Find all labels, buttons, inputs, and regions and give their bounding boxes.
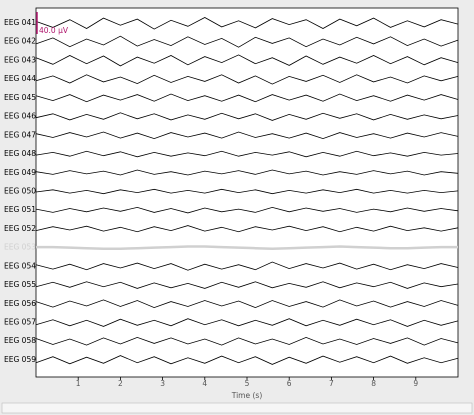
trace bbox=[35, 299, 459, 309]
trace bbox=[35, 169, 459, 176]
trace bbox=[35, 261, 459, 271]
trace bbox=[35, 112, 459, 121]
x-tick-label: 8 bbox=[371, 379, 376, 388]
scale-bar-label: 40.0 µV bbox=[39, 26, 69, 35]
channel-label: EEG 051 bbox=[4, 205, 36, 214]
trace bbox=[35, 336, 459, 346]
x-axis-label: Time (s) bbox=[231, 391, 263, 400]
channel-label: EEG 058 bbox=[4, 336, 36, 345]
x-tick-label: 3 bbox=[160, 379, 165, 388]
trace bbox=[35, 281, 459, 289]
trace bbox=[35, 188, 459, 195]
trace bbox=[35, 150, 459, 158]
channel-label: EEG 044 bbox=[4, 74, 36, 83]
trace bbox=[35, 225, 459, 233]
trace bbox=[35, 54, 459, 67]
channel-label: EEG 042 bbox=[4, 37, 36, 46]
plot-area bbox=[35, 7, 459, 378]
x-tick-label: 9 bbox=[413, 379, 418, 388]
channel-label: EEG 041 bbox=[4, 18, 36, 27]
x-tick-label: 5 bbox=[245, 379, 250, 388]
trace bbox=[35, 131, 459, 140]
channel-label: EEG 046 bbox=[4, 112, 36, 121]
trace bbox=[35, 35, 459, 48]
channel-label: EEG 056 bbox=[4, 299, 36, 308]
channel-label: EEG 047 bbox=[4, 130, 36, 139]
trace bbox=[35, 206, 459, 214]
x-tick-label: 2 bbox=[118, 379, 123, 388]
trace bbox=[35, 74, 459, 85]
channel-label: EEG 057 bbox=[4, 318, 36, 327]
channel-label: EEG 052 bbox=[4, 224, 36, 233]
channel-label: EEG 055 bbox=[4, 280, 36, 289]
channel-label: EEG 053 bbox=[4, 243, 36, 252]
trace bbox=[35, 318, 459, 327]
x-tick-label: 6 bbox=[287, 379, 292, 388]
channel-label: EEG 054 bbox=[4, 261, 36, 270]
x-tick-label: 7 bbox=[329, 379, 334, 388]
channel-label: EEG 059 bbox=[4, 355, 36, 364]
trace bbox=[35, 93, 459, 103]
x-tick-label: 4 bbox=[202, 379, 207, 388]
channel-label: EEG 050 bbox=[4, 186, 36, 195]
trace bbox=[35, 17, 459, 30]
channel-label: EEG 049 bbox=[4, 168, 36, 177]
trace bbox=[36, 245, 458, 250]
channel-label: EEG 045 bbox=[4, 93, 36, 102]
scrollbar[interactable] bbox=[1, 402, 473, 414]
channel-label: EEG 048 bbox=[4, 149, 36, 158]
channel-label: EEG 043 bbox=[4, 55, 36, 64]
trace bbox=[35, 355, 459, 365]
x-tick-label: 1 bbox=[76, 379, 81, 388]
